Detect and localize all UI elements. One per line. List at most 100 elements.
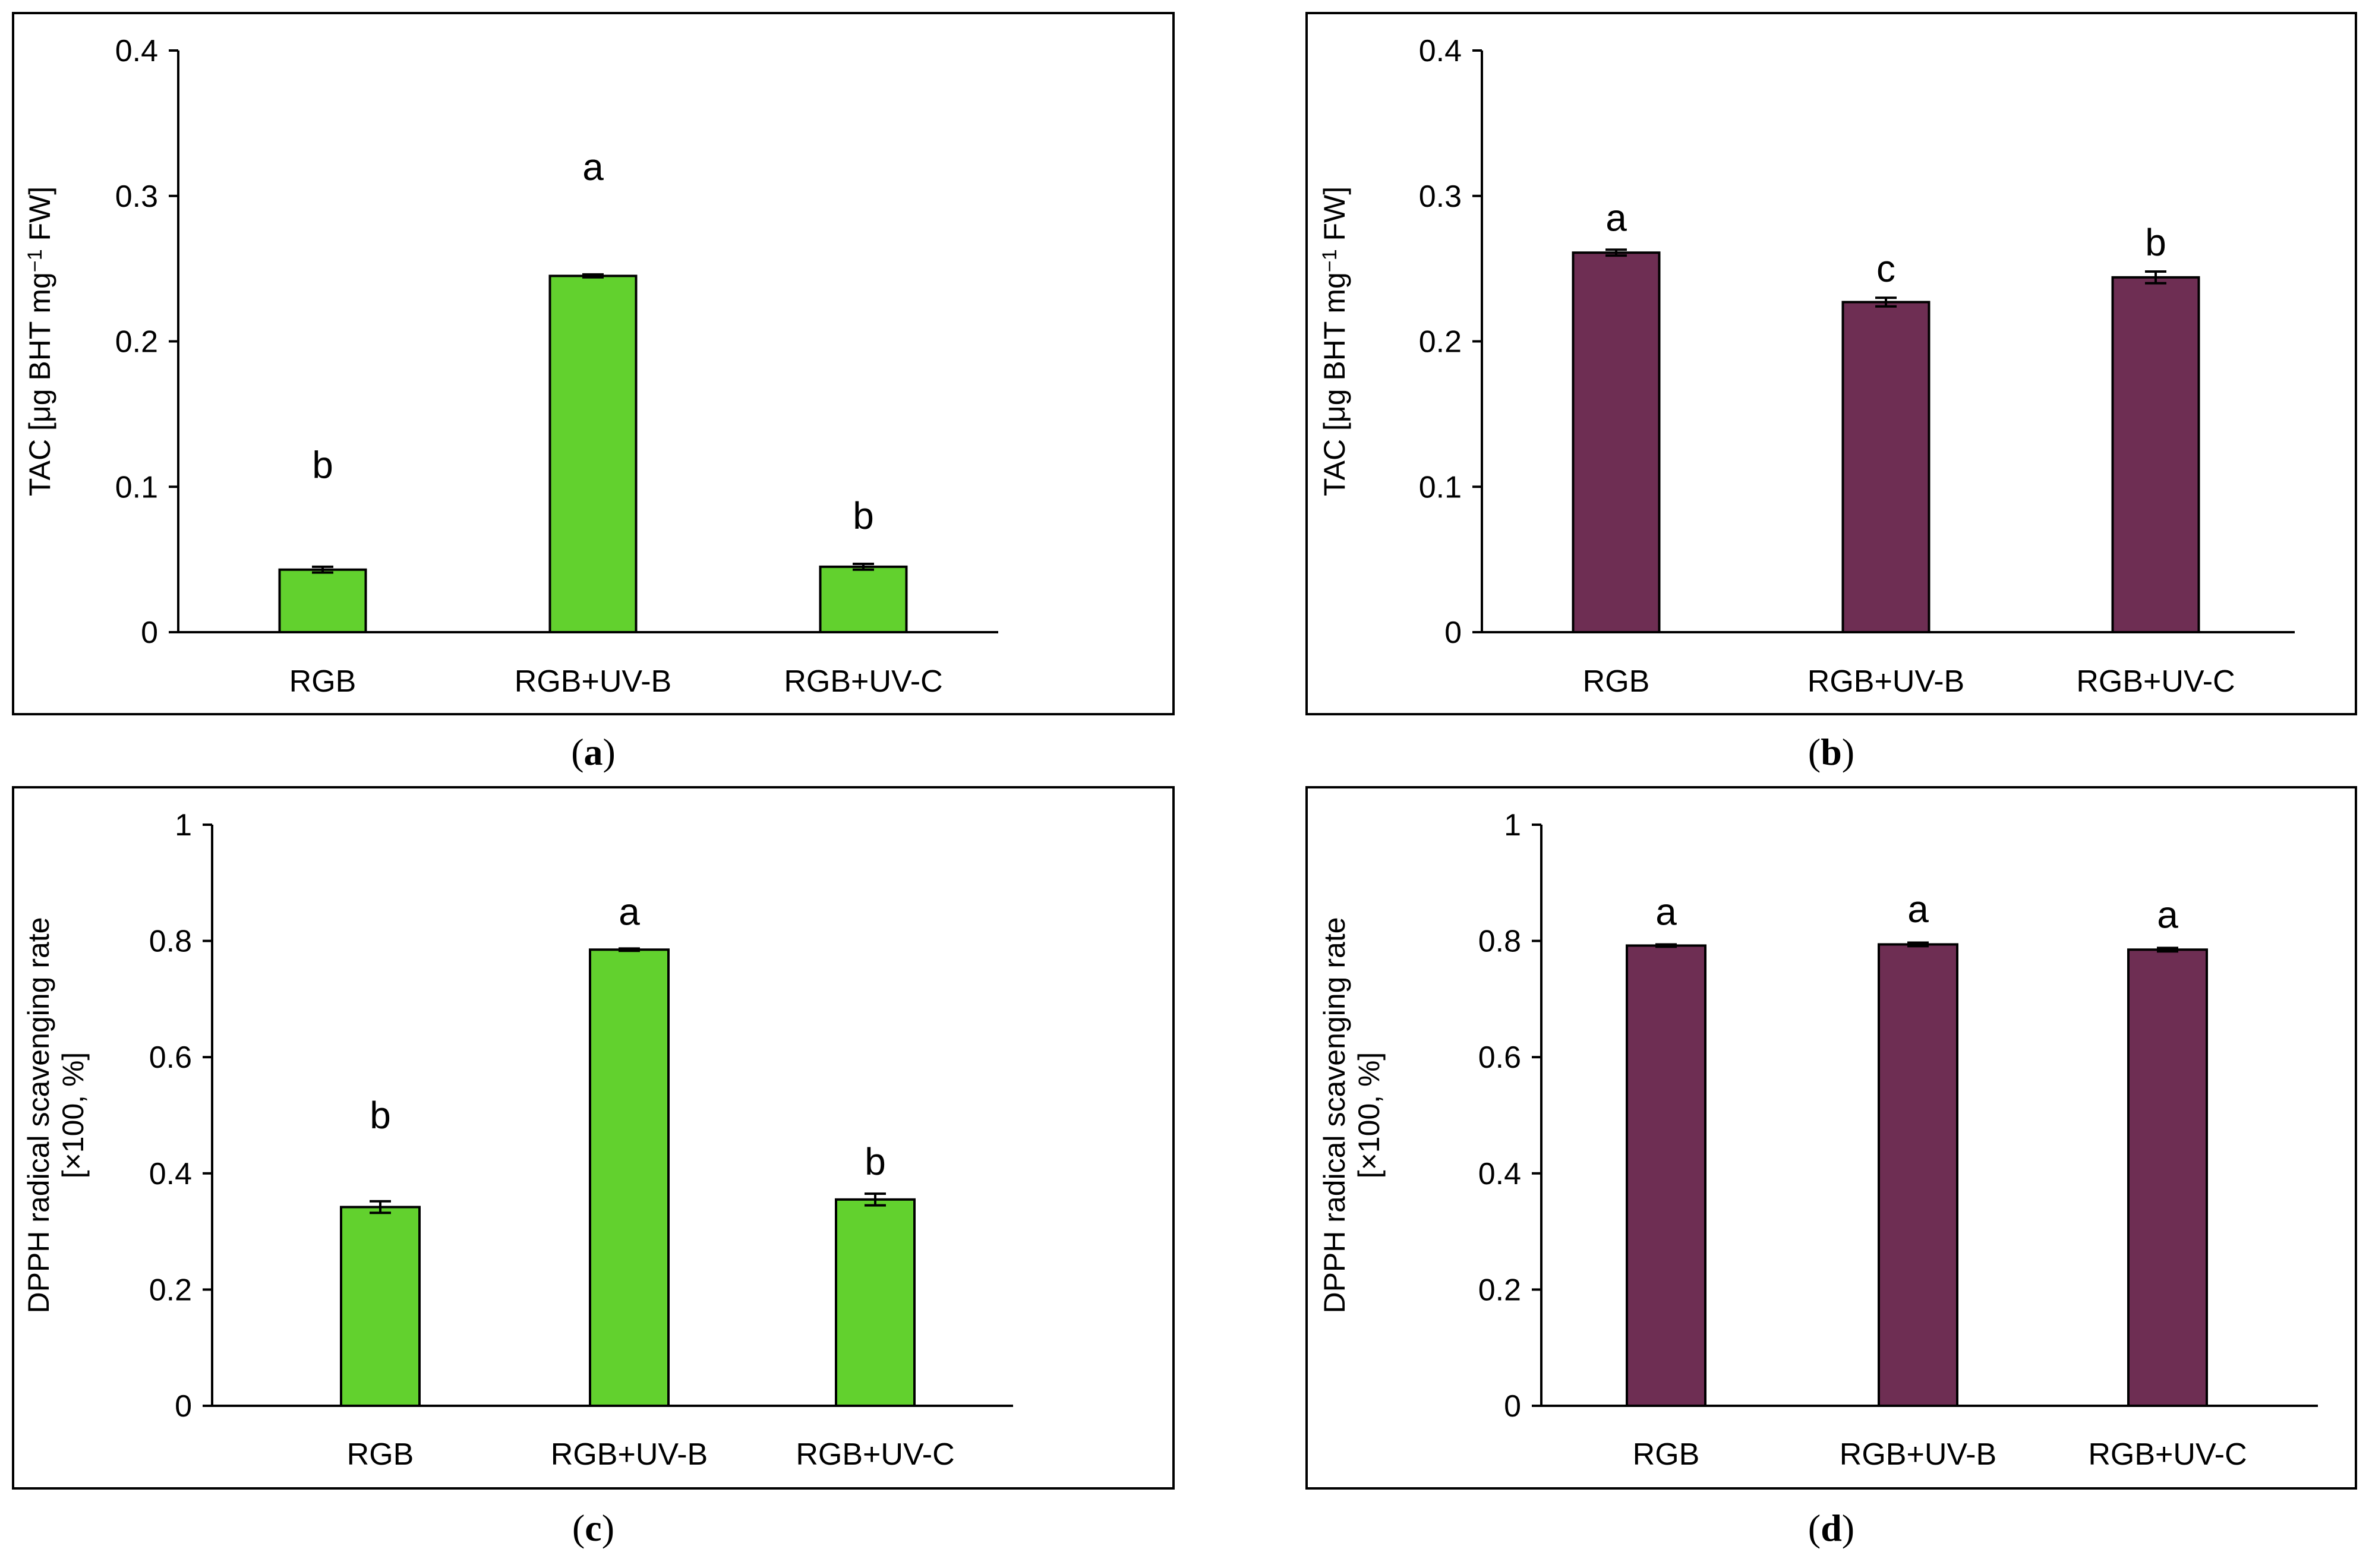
significance-letter: b [2145,221,2166,264]
chart-panel-c: 0 0.2 0.4 0.6 0.8 1 b RGB a RGB+UV-B b RGB+UV-C DPPH… [12,786,1175,1490]
panel-caption: (d) [1808,1507,1854,1549]
y-axis-label-superscript: −1 [1318,249,1341,272]
y-axis-label-part: FW] [23,187,56,250]
category-label: RGB+UV-B [551,1437,708,1472]
caption-letter: a [584,731,603,773]
significance-letter: c [1876,247,1895,290]
y-tick-label: 0.4 [1419,34,1462,68]
chart-panel-b: 0 0.1 0.2 0.3 0.4 a RGB c RGB+UV-B b RGB+UV-C TAC [… [1305,12,2357,715]
significance-letter: b [865,1140,886,1183]
caption-paren: ( [571,731,583,773]
y-tick-label: 0.2 [149,1273,192,1307]
y-tick-label: 0.3 [1419,179,1462,214]
caption-letter: d [1821,1507,1842,1549]
caption-paren: ) [1842,731,1854,773]
y-axis-label-part: [×100, %] [56,1052,90,1179]
chart-panel-d: 0 0.2 0.4 0.6 0.8 1 a RGB a RGB+UV-B a RGB+UV-C DPPH… [1305,786,2357,1490]
y-axis-label: TAC [μg BHT mg−1 FW] [1318,187,1351,496]
error-bar [1875,296,1897,308]
y-tick-label: 0 [1504,1389,1521,1424]
error-bar [2157,947,2178,953]
bar-rgb [1626,944,1706,1407]
y-axis-label-part: FW] [1318,187,1351,250]
significance-letter: b [370,1094,391,1137]
bar-rgb-uv-b [1878,943,1958,1407]
y-tick-label: 0.8 [149,925,192,959]
bar-rgb-uv-b [548,275,638,633]
category-label: RGB+UV-B [1807,664,1964,699]
y-axis-label-part: DPPH radical scavenging rate [1318,917,1351,1314]
category-label: RGB [1583,664,1650,699]
caption-paren: ( [1808,731,1821,773]
error-bar [2145,270,2166,285]
caption-paren: ) [602,1507,614,1549]
bar-rgb [1572,251,1661,633]
category-label: RGB+UV-C [2088,1437,2247,1472]
category-label: RGB+UV-C [784,664,942,699]
y-tick-label: 0.3 [115,179,158,214]
caption-paren: ( [572,1507,585,1549]
y-tick-label: 0.6 [1478,1040,1521,1075]
category-label: RGB [1633,1437,1700,1472]
y-axis-label-part: [×100, %] [1352,1052,1386,1179]
y-tick-label: 0.1 [1419,470,1462,504]
y-axis-label-part: TAC [μg BHT mg [23,272,56,496]
bar-rgb-uv-c [2127,948,2208,1407]
category-label: RGB [289,664,357,699]
y-tick-label: 1 [175,808,192,843]
y-tick-label: 0.4 [115,34,158,68]
significance-letter: a [1605,196,1627,239]
error-bar [582,273,604,279]
y-tick-label: 0.2 [1478,1273,1521,1307]
error-bar [853,562,874,571]
error-bar [619,947,640,952]
y-axis-label: DPPH radical scavenging rate [22,917,55,1314]
y-tick-label: 0.4 [1478,1157,1521,1191]
y-tick-label: 0.2 [1419,325,1462,359]
y-axis-label: [×100, %] [1352,1052,1386,1179]
y-tick-label: 0.6 [149,1040,192,1075]
error-bar [1605,248,1627,257]
error-bar [1655,943,1677,948]
significance-letter: b [312,444,333,487]
bar-rgb [340,1206,421,1408]
bar-rgb-uv-b [1841,301,1930,634]
y-tick-label: 0.8 [1478,925,1521,959]
error-bar [312,565,333,574]
significance-letter: a [1907,888,1929,930]
y-tick-label: 0.1 [115,470,158,504]
bar-rgb-uv-c [2111,276,2200,633]
chart-panel-a: 0 0.1 0.2 0.3 0.4 b RGB a RGB+UV-B b RGB+UV-C TAC [… [12,12,1175,715]
error-bar [370,1200,391,1214]
caption-paren: ( [1808,1507,1821,1549]
significance-letter: a [619,891,640,933]
caption-letter: c [585,1507,601,1549]
category-label: RGB+UV-B [515,664,671,699]
y-axis-label: [×100, %] [56,1052,90,1179]
y-tick-label: 0.4 [149,1157,192,1191]
significance-letter: b [853,494,874,537]
panel-caption: (a) [571,731,616,773]
error-bar [1907,941,1929,948]
significance-letter: a [582,146,604,188]
y-tick-label: 0 [175,1389,192,1424]
error-bar [865,1192,886,1207]
y-tick-label: 0 [141,616,158,650]
y-axis-label-part: DPPH radical scavenging rate [22,917,55,1314]
y-tick-label: 1 [1504,808,1521,843]
bar-rgb-uv-c [819,565,908,633]
y-axis-label: DPPH radical scavenging rate [1318,917,1351,1314]
y-tick-label: 0 [1444,616,1462,650]
panel-caption: (b) [1808,731,1854,773]
y-tick-label: 0.2 [115,325,158,359]
bar-rgb [278,568,367,634]
bar-rgb-uv-c [835,1198,916,1408]
significance-letter: a [1655,891,1677,933]
caption-paren: ) [1842,1507,1854,1549]
caption-letter: b [1821,731,1842,773]
y-axis-label: TAC [μg BHT mg−1 FW] [23,187,56,496]
y-axis-label-part: TAC [μg BHT mg [1318,272,1351,496]
significance-letter: a [2157,894,2178,936]
caption-paren: ) [603,731,616,773]
